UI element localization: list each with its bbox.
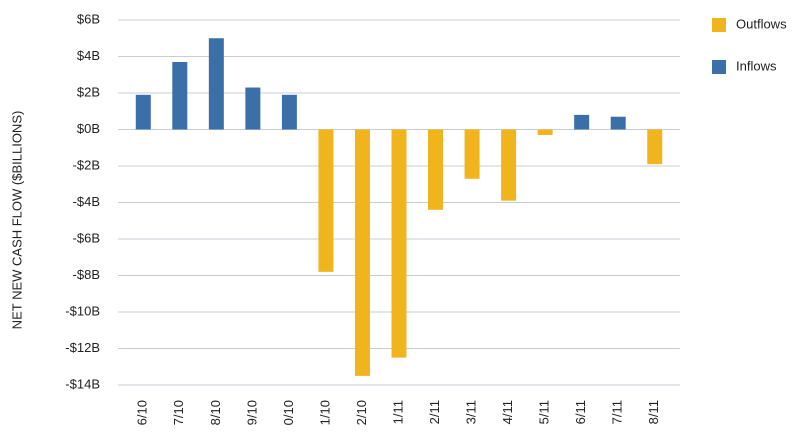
bar bbox=[464, 129, 480, 179]
y-axis-label: NET NEW CASH FLOW ($BILLIONS) bbox=[9, 111, 24, 330]
y-tick-label: -$4B bbox=[73, 194, 100, 209]
x-tick-label: 8/10 bbox=[208, 400, 223, 425]
x-tick-label: 7/11 bbox=[610, 400, 625, 424]
y-tick-label: $6B bbox=[77, 11, 100, 26]
x-tick-label: 6/10 bbox=[135, 400, 150, 425]
x-tick-label: 4/11 bbox=[500, 400, 515, 424]
x-tick-label: 1/10 bbox=[317, 400, 332, 425]
bar bbox=[647, 129, 663, 165]
x-tick-label: 6/11 bbox=[573, 400, 588, 424]
x-tick-label: 2/11 bbox=[427, 400, 442, 424]
bar bbox=[318, 129, 334, 272]
bar bbox=[354, 129, 370, 376]
bar bbox=[281, 94, 297, 130]
y-tick-label: -$12B bbox=[65, 340, 100, 355]
y-tick-label: -$2B bbox=[73, 157, 100, 172]
y-tick-label: -$8B bbox=[73, 267, 100, 282]
x-tick-label: 8/11 bbox=[646, 400, 661, 424]
y-tick-label: -$10B bbox=[65, 303, 100, 318]
bar bbox=[537, 129, 553, 135]
legend-label: Inflows bbox=[736, 58, 777, 73]
x-tick-label: 5/11 bbox=[537, 400, 552, 424]
bar bbox=[574, 114, 590, 130]
x-tick-label: 7/10 bbox=[171, 400, 186, 425]
bar bbox=[610, 116, 626, 130]
bar bbox=[391, 129, 407, 358]
x-tick-label: 3/11 bbox=[464, 400, 479, 424]
y-tick-label: $2B bbox=[77, 84, 100, 99]
x-tick-label: 1/11 bbox=[390, 400, 405, 424]
bar bbox=[501, 129, 517, 201]
bar bbox=[135, 94, 151, 130]
x-tick-label: 9/10 bbox=[244, 400, 259, 425]
legend-label: Outflows bbox=[736, 16, 787, 31]
y-tick-label: -$14B bbox=[65, 376, 100, 391]
y-tick-label: $0B bbox=[77, 121, 100, 136]
bar bbox=[172, 61, 188, 130]
bar bbox=[245, 87, 261, 130]
legend-swatch bbox=[712, 60, 726, 74]
legend-swatch bbox=[712, 18, 726, 32]
x-tick-label: 2/10 bbox=[354, 400, 369, 425]
x-tick-label: 0/10 bbox=[281, 400, 296, 425]
y-tick-label: -$6B bbox=[73, 230, 100, 245]
bar bbox=[428, 129, 444, 210]
y-tick-label: $4B bbox=[77, 48, 100, 63]
bar bbox=[208, 38, 224, 130]
